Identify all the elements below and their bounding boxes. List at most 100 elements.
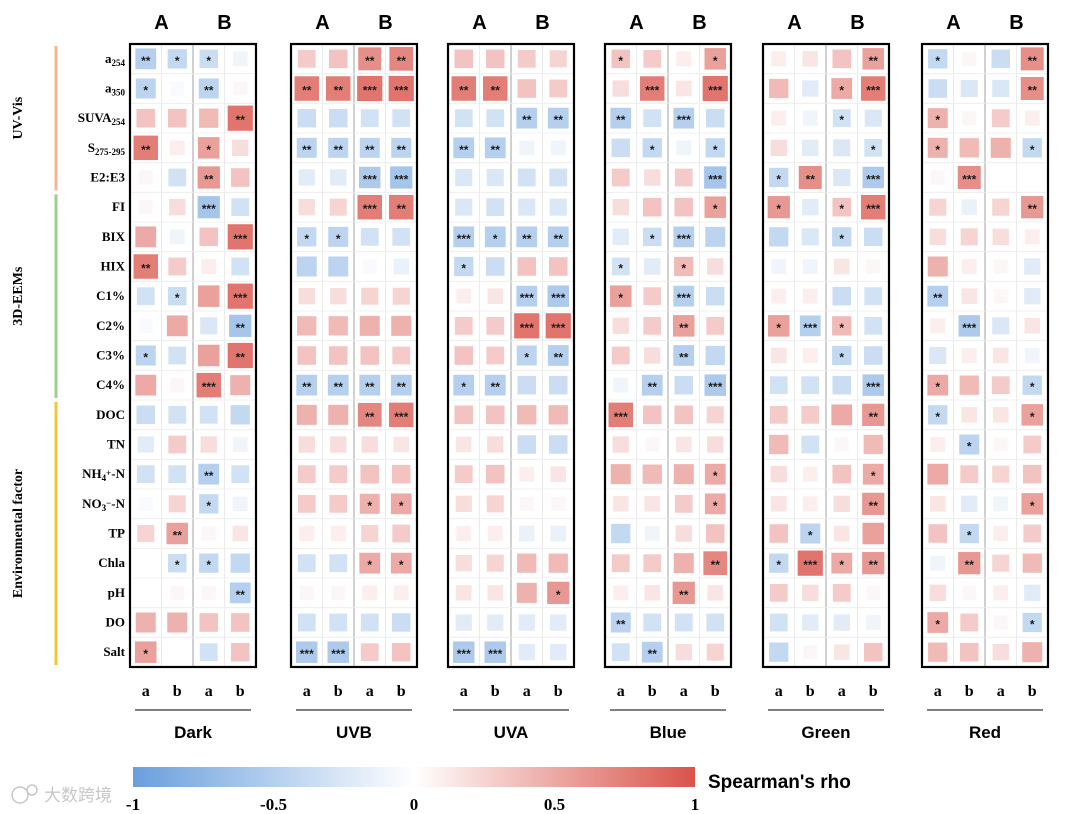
heatmap-cell	[674, 405, 694, 425]
heatmap-cell	[642, 138, 662, 158]
significance-mark: *	[175, 558, 180, 572]
heatmap-cell	[610, 612, 631, 633]
heatmap-cell	[550, 140, 566, 156]
panel-frame	[289, 42, 419, 669]
heatmap-cell	[453, 226, 475, 248]
significance-mark: *	[839, 558, 844, 572]
top-label-b: B	[378, 12, 392, 34]
significance-mark: **	[204, 84, 214, 98]
heatmap-cell	[230, 168, 250, 187]
heatmap-cell	[548, 375, 568, 395]
heatmap-cell	[611, 138, 631, 158]
watermark-logo-icon	[26, 784, 38, 796]
heatmap-cell	[863, 346, 883, 365]
heatmap-cell	[484, 374, 506, 396]
heatmap-cell	[801, 376, 820, 395]
heatmap-cell	[801, 405, 820, 424]
heatmap-cell	[992, 347, 1009, 364]
heatmap-cell	[389, 46, 414, 71]
heatmap-cell	[833, 258, 850, 275]
significance-mark: **	[334, 143, 344, 157]
significance-mark: **	[522, 232, 532, 246]
heatmap-cell	[609, 285, 632, 307]
heatmap-cell	[612, 199, 629, 216]
row-label-7: HIX	[100, 259, 125, 274]
heatmap-cell	[862, 166, 885, 189]
significance-mark: ***	[394, 410, 408, 424]
heatmap-cell	[550, 644, 567, 661]
significance-mark: *	[839, 113, 844, 127]
significance-mark: **	[965, 558, 975, 572]
significance-mark: *	[935, 410, 940, 424]
significance-mark: **	[491, 84, 501, 98]
heatmap-cell	[328, 346, 348, 365]
heatmap-cell	[865, 615, 881, 630]
significance-mark: *	[367, 558, 372, 572]
row-label-18: pH	[108, 585, 125, 600]
heatmap-cell	[455, 168, 473, 187]
heatmap-cell	[832, 316, 852, 336]
heatmap-cell	[135, 374, 157, 396]
heatmap-cell	[297, 227, 317, 247]
heatmap-cell	[959, 375, 979, 395]
significance-mark: ***	[677, 113, 691, 127]
heatmap-cell	[516, 226, 538, 248]
heatmap-cell	[1024, 110, 1040, 126]
heatmap-cell	[550, 466, 567, 482]
heatmap-cell	[992, 644, 1009, 661]
heatmap-cell	[959, 523, 979, 544]
heatmap-cell	[360, 643, 379, 662]
heatmap-cell	[676, 51, 692, 67]
heatmap-cell	[517, 553, 537, 573]
column-label-a: a	[205, 683, 213, 700]
heatmap-cell	[326, 76, 351, 101]
top-label-a: A	[787, 12, 801, 34]
significance-mark: **	[616, 113, 626, 127]
heatmap-cell	[390, 166, 413, 189]
heatmap-cell	[929, 584, 946, 601]
heatmap-cell	[133, 254, 158, 279]
significance-mark: ***	[803, 558, 817, 572]
significance-mark: **	[869, 499, 879, 513]
significance-mark: **	[204, 173, 214, 187]
significance-mark: *	[143, 351, 148, 365]
heatmap-cell	[674, 613, 693, 632]
significance-mark: ***	[866, 84, 880, 98]
heatmap-cell	[994, 170, 1008, 185]
heatmap-cell	[360, 109, 379, 128]
heatmap-cell	[929, 228, 946, 245]
heatmap-cell	[361, 287, 379, 305]
heatmap-cell	[392, 109, 411, 128]
heatmap-cell	[231, 257, 250, 276]
row-label-16: TP	[108, 526, 125, 541]
heatmap-cell	[802, 80, 819, 97]
row-label-20: Salt	[103, 644, 125, 659]
heatmap-cell	[802, 496, 818, 512]
heatmap-cell	[770, 496, 787, 512]
significance-mark: **	[869, 558, 879, 572]
significance-mark: ***	[677, 291, 691, 305]
heatmap-cell	[199, 108, 219, 128]
heatmap-cell	[547, 581, 570, 604]
heatmap-cell	[168, 465, 187, 484]
heatmap-cell	[674, 168, 693, 187]
heatmap-cell	[612, 228, 629, 245]
heatmap-cell	[197, 137, 220, 159]
significance-mark: **	[204, 469, 214, 483]
heatmap-cell	[362, 585, 378, 601]
panel-frame	[446, 42, 576, 669]
heatmap-cell	[992, 407, 1009, 423]
significance-mark: **	[236, 588, 246, 602]
heatmap-cell	[454, 109, 473, 128]
heatmap-cell	[451, 76, 476, 101]
heatmap-cell	[199, 494, 219, 514]
heatmap-cell	[196, 372, 221, 398]
group-label-1: 3D-EEMs	[11, 266, 26, 326]
heatmap-cell	[229, 314, 252, 337]
heatmap-cell	[138, 200, 153, 215]
top-label-b: B	[217, 12, 231, 34]
significance-mark: *	[935, 113, 940, 127]
heatmap-cell	[135, 78, 156, 99]
heatmap-cell	[136, 405, 156, 425]
significance-mark: ***	[202, 380, 216, 394]
